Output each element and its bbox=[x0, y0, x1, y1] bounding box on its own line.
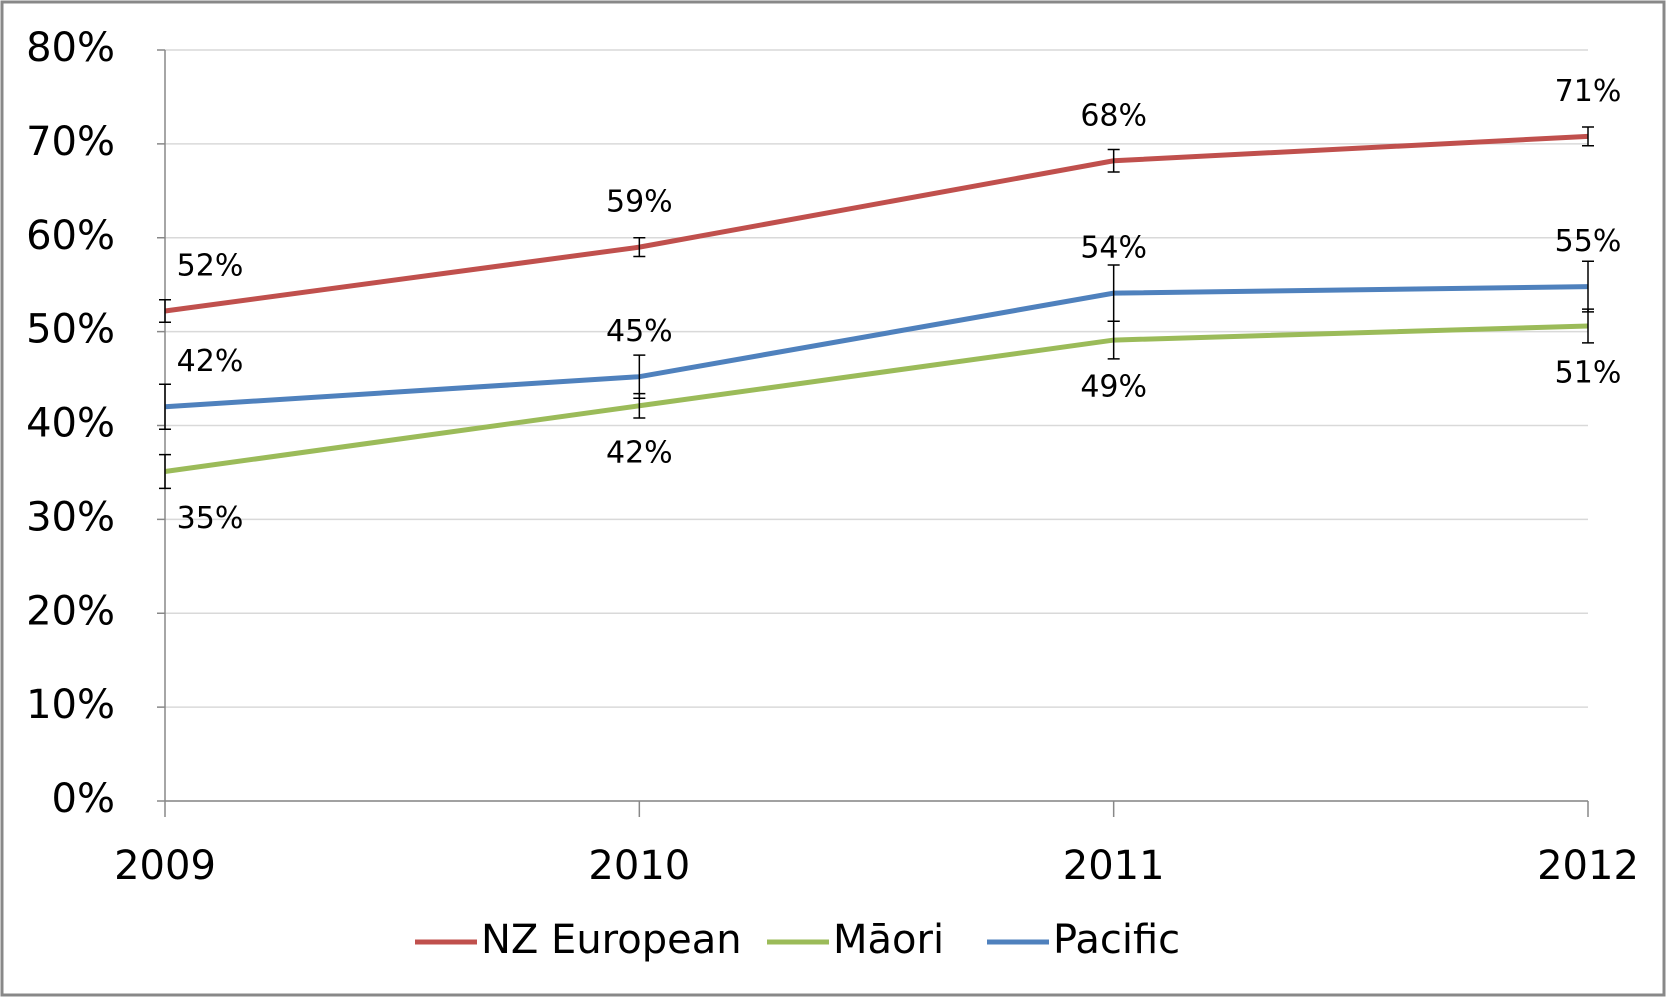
data-label: 42% bbox=[606, 435, 673, 470]
error-bar bbox=[633, 237, 646, 258]
error-bar bbox=[159, 298, 171, 323]
legend-label: NZ European bbox=[481, 917, 742, 963]
data-label: 49% bbox=[1080, 370, 1147, 405]
error-bar bbox=[633, 354, 646, 400]
error-bar bbox=[1582, 260, 1594, 313]
y-tick-label: 50% bbox=[26, 307, 115, 353]
error-bar bbox=[159, 453, 171, 490]
legend-label: Māori bbox=[833, 917, 944, 963]
series-line bbox=[164, 133, 1589, 314]
data-label: 51% bbox=[1555, 355, 1622, 390]
error-bar bbox=[159, 383, 171, 431]
series-line bbox=[164, 323, 1589, 474]
y-tick-label: 70% bbox=[26, 119, 115, 165]
data-label: 45% bbox=[606, 314, 673, 349]
series-line bbox=[164, 284, 1589, 410]
data-label: 55% bbox=[1555, 224, 1622, 259]
data-label: 35% bbox=[177, 501, 244, 536]
x-tick-label: 2011 bbox=[1063, 843, 1165, 889]
error-bar bbox=[1582, 126, 1594, 147]
data-label: 42% bbox=[177, 344, 244, 379]
x-tick-label: 2012 bbox=[1537, 843, 1639, 889]
legend-label: Pacific bbox=[1053, 917, 1180, 963]
data-label: 52% bbox=[177, 248, 244, 283]
x-tick-label: 2010 bbox=[588, 843, 690, 889]
x-tick-label: 2009 bbox=[114, 843, 216, 889]
data-label: 71% bbox=[1555, 74, 1622, 109]
data-label: 54% bbox=[1080, 231, 1147, 266]
data-label: 59% bbox=[606, 185, 673, 220]
data-label: 68% bbox=[1080, 98, 1147, 133]
y-tick-label: 10% bbox=[26, 682, 115, 728]
y-tick-label: 30% bbox=[26, 494, 115, 540]
error-bar bbox=[1107, 264, 1120, 323]
error-bar bbox=[1107, 148, 1120, 173]
y-tick-label: 40% bbox=[26, 401, 115, 447]
y-tick-label: 0% bbox=[52, 776, 115, 822]
y-tick-label: 20% bbox=[26, 588, 115, 634]
y-tick-label: 60% bbox=[26, 213, 115, 259]
y-tick-label: 80% bbox=[26, 25, 115, 71]
